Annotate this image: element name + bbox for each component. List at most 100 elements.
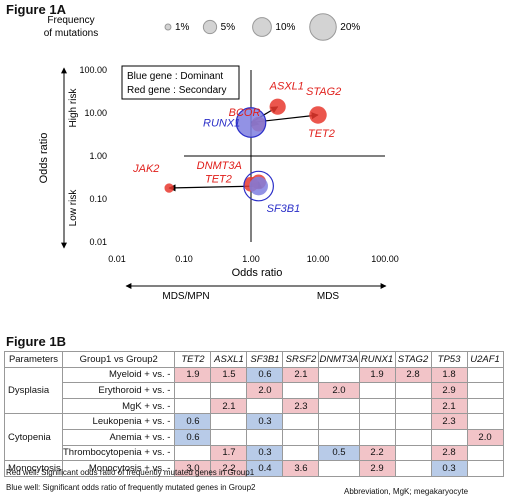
y-arrow-low-risk-label: Low risk [68, 189, 79, 227]
odds-ratio-cell [282, 413, 320, 430]
odds-ratio-cell [394, 460, 432, 477]
gene-color-key-blue: Blue gene : Dominant [127, 71, 223, 82]
header-gene: U2AF1 [466, 351, 504, 368]
odds-ratio-cell [466, 444, 504, 462]
gene-label-tet2: TET2 [205, 173, 232, 185]
parameter-cell: Cytopenia [4, 413, 63, 462]
gene-label-jak2: JAK2 [132, 163, 159, 175]
gene-label-bcor: BCOR [229, 107, 261, 119]
odds-ratio-cell [394, 428, 432, 446]
header-gene: SF3B1 [246, 351, 284, 368]
odds-ratio-cell [282, 382, 320, 399]
legend-size-label: 20% [340, 22, 360, 33]
header-gene: STAG2 [394, 351, 432, 368]
odds-ratio-cell [430, 428, 468, 446]
odds-ratio-cell [174, 382, 212, 399]
y-tick-label: 0.10 [89, 194, 107, 204]
odds-ratio-cell: 2.0 [246, 382, 284, 399]
odds-ratio-cell [466, 460, 504, 477]
x-tick-label: 100.00 [371, 254, 399, 264]
odds-ratio-cell: 0.6 [174, 428, 212, 446]
legend-size-label: 1% [175, 22, 190, 33]
odds-ratio-cell [394, 444, 432, 462]
header-gene: DNMT3A [318, 351, 360, 368]
figure-1a-title: Figure 1A [6, 2, 66, 17]
odds-ratio-cell [318, 366, 360, 384]
odds-ratio-cell: 1.9 [174, 366, 212, 384]
odds-ratio-cell [358, 382, 396, 399]
header-gene: RUNX1 [358, 351, 396, 368]
group-cell: Thrombocytopenia + vs. - [61, 444, 176, 462]
odds-ratio-cell [466, 413, 504, 430]
x-tick-label: 1.00 [242, 254, 260, 264]
odds-ratio-cell [246, 397, 284, 415]
odds-ratio-cell: 0.4 [246, 460, 284, 477]
odds-ratio-cell [466, 397, 504, 415]
gene-label-stag2: STAG2 [306, 86, 341, 98]
y-tick-label: 0.01 [89, 237, 107, 247]
x-arrow-mdsmpn-label: MDS/MPN [162, 291, 209, 302]
red-well-note: Red well: Significant odds ratio of freq… [6, 468, 255, 477]
odds-ratio-cell [394, 397, 432, 415]
odds-ratio-cell [466, 366, 504, 384]
y-tick-label: 1.00 [89, 151, 107, 161]
x-tick-label: 0.10 [175, 254, 193, 264]
odds-ratio-cell [210, 413, 248, 430]
table-row: Monocytosis Monocytosis + vs. -3.0 2.2 0.4 3… [4, 460, 504, 477]
header-parameters: Parameters [4, 351, 63, 368]
x-tick-label: 10.00 [307, 254, 330, 264]
group-cell: Leukopenia + vs. - [61, 413, 176, 430]
hub-bubble-runx1 [235, 107, 267, 138]
legend-bubble [202, 19, 218, 35]
odds-ratio-cell [318, 460, 360, 477]
table-row: Cytopenia Leukopenia + vs. -0.6 0.3 2.3 [4, 413, 504, 462]
gene-label-runx1: RUNX1 [203, 118, 240, 130]
gene-label-sf3b1: SF3B1 [267, 203, 301, 215]
hub-bubble-sf3b1 [243, 170, 274, 202]
gene-color-key-box [121, 65, 240, 100]
group-cell: Monocytosis + vs. - [61, 460, 176, 477]
x-axis-title: Odds ratio [232, 267, 283, 279]
table-row: Dysplasia Myeloid + vs. -1.9 1.5 0.6 2.1 1.9 2… [4, 366, 504, 415]
table-header-row: Parameters Group1 vs Group2 TET2 ASXL1 S… [4, 351, 504, 368]
parameter-cell: Dysplasia [4, 366, 63, 415]
odds-ratio-cell: 2.0 [318, 382, 360, 399]
legend-bubble [252, 17, 272, 37]
header-gene: ASXL1 [210, 351, 248, 368]
odds-ratio-cell: 1.7 [210, 444, 248, 462]
y-tick-label: 100.00 [79, 65, 107, 75]
y-axis-title: Odds ratio [38, 133, 50, 184]
odds-ratio-cell [466, 382, 504, 399]
odds-ratio-cell: 0.3 [430, 460, 468, 477]
odds-ratio-cell [318, 428, 360, 446]
odds-ratio-cell [318, 397, 360, 415]
odds-ratio-cell: 2.8 [430, 444, 468, 462]
odds-ratio-bubble-chart: Frequency of mutations 1% 5% 10% 20% Blue g… [38, 13, 399, 302]
x-arrow-mds-label: MDS [317, 291, 340, 302]
gene-color-key-red: Red gene : Secondary [127, 85, 227, 96]
odds-ratio-cell [174, 444, 212, 462]
odds-ratio-cell: 0.5 [318, 444, 360, 462]
odds-ratio-cell [358, 413, 396, 430]
table-row: Erythoroid + vs. - 2.0 2.0 2.9 [5, 382, 504, 399]
y-arrow-high-risk-label: High risk [68, 88, 79, 128]
odds-ratio-cell: 0.3 [246, 413, 284, 430]
odds-ratio-cell: 1.5 [210, 366, 248, 384]
odds-ratio-cell: 1.9 [358, 366, 396, 384]
odds-ratio-cell: 2.2 [358, 444, 396, 462]
odds-ratio-cell [282, 428, 320, 446]
header-gene: TET2 [174, 351, 212, 368]
mutation-bubble-stag2 [309, 106, 327, 124]
odds-ratio-table: Parameters Group1 vs Group2 TET2 ASXL1 S… [4, 351, 504, 477]
odds-ratio-cell [282, 444, 320, 462]
legend-bubble [164, 23, 172, 31]
header-gene: TP53 [430, 351, 468, 368]
blue-well-note: Blue well: Significant odds ratio of fre… [6, 483, 256, 492]
odds-ratio-cell: 0.6 [246, 366, 284, 384]
odds-ratio-cell: 3.6 [282, 460, 320, 477]
mutation-bubble-jak2 [164, 183, 174, 193]
legend-label-line-2: of mutations [44, 28, 98, 39]
hub-core-sf3b1 [249, 176, 268, 196]
legend-bubble [309, 13, 337, 41]
odds-ratio-cell [210, 428, 248, 446]
